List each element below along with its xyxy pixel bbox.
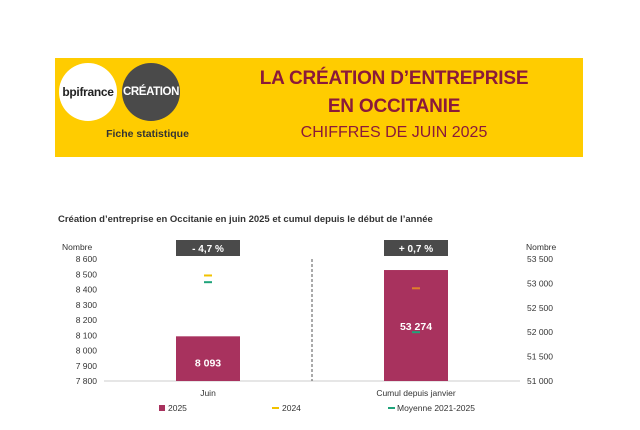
creation-logo-text: CRÉATION xyxy=(122,86,179,98)
left-tick-label: 7 800 xyxy=(76,376,98,386)
chart-title: Création d’entreprise en Occitanie en ju… xyxy=(58,214,433,225)
legend-label-2025: 2025 xyxy=(168,403,187,413)
left-tick-label: 8 500 xyxy=(76,269,98,279)
variation-badge-text-0: - 4,7 % xyxy=(192,244,224,255)
right-tick-label: 52 000 xyxy=(527,327,553,337)
left-axis-label: Nombre xyxy=(62,242,93,252)
category-label-1: Cumul depuis janvier xyxy=(376,388,456,398)
creation-logo: CRÉATION xyxy=(122,63,180,121)
variation-badge-0 xyxy=(176,240,240,256)
bpifrance-logo-text: bpifrance xyxy=(62,85,114,99)
bar-value-label-1: 53 274 xyxy=(400,321,432,333)
left-tick-label: 8 300 xyxy=(76,300,98,310)
fiche-label: Fiche statistique xyxy=(106,128,189,140)
page-title-line2: EN OCCITANIE xyxy=(327,96,461,117)
left-tick-label: 8 400 xyxy=(76,285,98,295)
variation-badge-text-1: + 0,7 % xyxy=(399,244,433,255)
category-label-0: Juin xyxy=(200,388,216,398)
right-tick-label: 51 500 xyxy=(527,352,553,362)
legend-swatch-2025 xyxy=(159,405,165,411)
right-tick-label: 53 500 xyxy=(527,254,553,264)
left-tick-label: 8 200 xyxy=(76,315,98,325)
page-title-line1: LA CRÉATION D’ENTREPRISE xyxy=(259,68,529,89)
right-tick-label: 51 000 xyxy=(527,376,553,386)
left-tick-label: 8 100 xyxy=(76,330,98,340)
left-tick-label: 8 600 xyxy=(76,254,98,264)
left-tick-label: 8 000 xyxy=(76,346,98,356)
bar-value-label-0: 8 093 xyxy=(195,358,221,370)
variation-badge-1 xyxy=(384,240,448,256)
legend-label-average: Moyenne 2021-2025 xyxy=(397,403,475,413)
right-axis-label: Nombre xyxy=(526,242,557,252)
left-tick-label: 7 900 xyxy=(76,361,98,371)
page-subtitle: CHIFFRES DE JUIN 2025 xyxy=(300,124,488,141)
right-tick-label: 53 000 xyxy=(527,278,553,288)
legend-label-2024: 2024 xyxy=(282,403,301,413)
bpifrance-logo: bpifrance xyxy=(59,63,117,121)
right-tick-label: 52 500 xyxy=(527,303,553,313)
bar-2025-0 xyxy=(176,336,240,381)
header-banner: bpifrance CRÉATION Fiche statistique LA … xyxy=(55,58,583,157)
